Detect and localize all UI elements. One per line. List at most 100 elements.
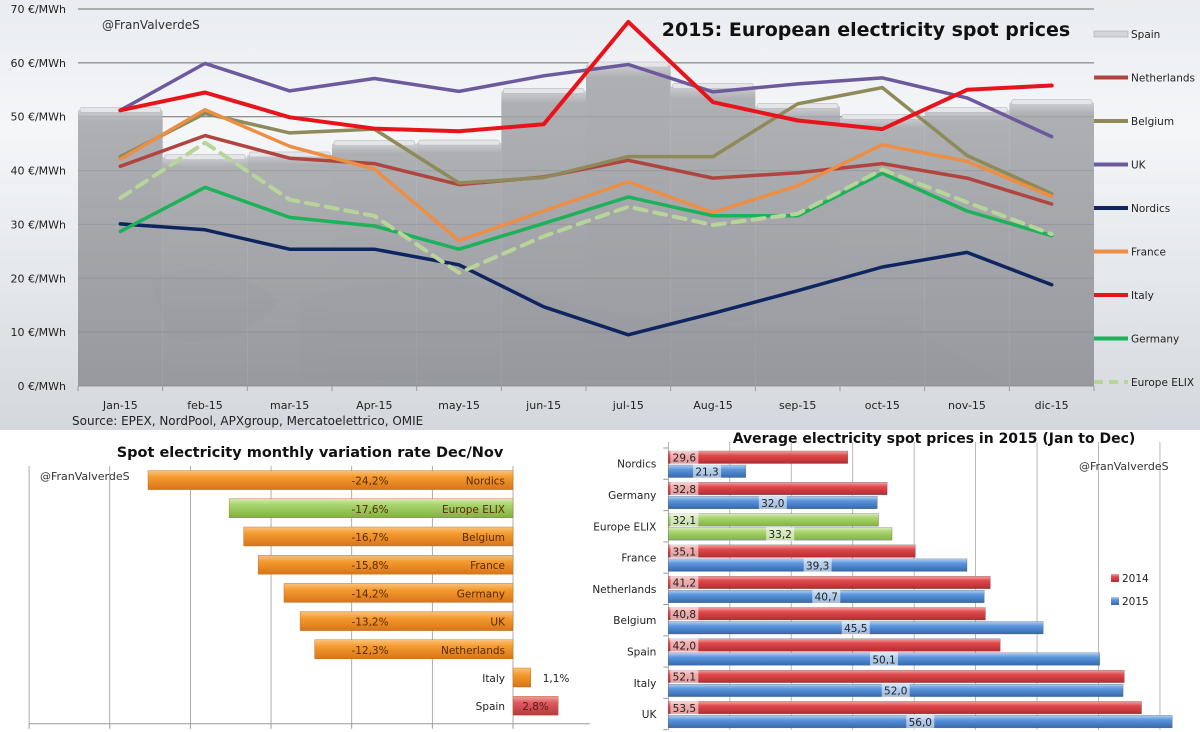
- average-value-label: 52,0: [884, 686, 907, 698]
- average-bar-2014-netherlands: [668, 576, 991, 589]
- legend-swatch-2015: [1111, 597, 1119, 605]
- legend-label-italy: Italy: [1131, 290, 1154, 302]
- average-value-label-bg: [670, 637, 699, 653]
- legend-label-europe-elix: Europe ELIX: [1131, 377, 1194, 389]
- average-value-label-bg: [870, 651, 899, 667]
- variation-bar-category-label: Spain: [476, 701, 505, 713]
- average-value-label-bg: [906, 714, 935, 729]
- x-tick-label: may-15: [438, 399, 480, 412]
- legend-label-2015: 2015: [1122, 596, 1149, 608]
- average-bar-2014-italy: [668, 669, 1125, 683]
- average-value-label-bg: [670, 700, 699, 715]
- x-tick-label: Aug-15: [693, 399, 732, 412]
- series-line-italy: [118, 19, 1054, 134]
- y-tick-label: 70 €/MWh: [10, 3, 66, 16]
- y-tick-label: 50 €/MWh: [10, 111, 66, 124]
- variation-bar-category-label: France: [470, 560, 505, 572]
- variation-watermark: @FranValverdeS: [40, 470, 130, 483]
- average-category-label: Belgium: [613, 615, 656, 627]
- spain-bar-cap: [333, 140, 415, 146]
- x-tick-label: Jan-15: [102, 399, 138, 412]
- variation-bar-category-label: Europe ELIX: [442, 504, 505, 516]
- average-value-label-bg: [670, 450, 699, 465]
- average-value-label-bg: [670, 575, 699, 590]
- legend-label-germany: Germany: [1131, 334, 1179, 346]
- variation-bar-value-label: -24,2%: [351, 476, 388, 488]
- variation-bar-europe-elix: [228, 498, 514, 519]
- average-value-label: 32,1: [673, 515, 696, 527]
- y-tick-label: 40 €/MWh: [10, 165, 66, 178]
- spain-area-bar: [162, 157, 248, 386]
- average-value-label-bg: [670, 669, 699, 684]
- average-value-label: 35,1: [673, 546, 696, 558]
- variation-bar-value-label: -14,2%: [351, 588, 388, 600]
- average-value-label-bg: [803, 557, 832, 573]
- average-watermark: @FranValverdeS: [1079, 460, 1169, 473]
- variation-bar-category-label: UK: [490, 617, 506, 629]
- average-category-label: Netherlands: [592, 584, 656, 596]
- variation-bar-value-label: -17,6%: [351, 504, 388, 516]
- average-category-label: Spain: [627, 646, 656, 658]
- average-value-label-bg: [758, 495, 787, 510]
- average-value-label: 56,0: [909, 717, 932, 729]
- spain-area-bar: [1009, 102, 1094, 386]
- series-line-germany: [118, 171, 1054, 251]
- average-category-label: Italy: [634, 678, 657, 690]
- variation-bar-value-label: 2,8%: [522, 701, 549, 713]
- y-tick-label: 60 €/MWh: [10, 57, 66, 70]
- variation-bar-category-label: Germany: [457, 588, 505, 600]
- y-tick-label: 10 €/MWh: [10, 326, 66, 339]
- average-value-label: 32,0: [761, 498, 784, 510]
- variation-chart-title: Spot electricity monthly variation rate …: [117, 445, 504, 461]
- variation-bar-uk: [299, 611, 514, 631]
- legend-label-uk: UK: [1131, 160, 1147, 172]
- variation-bar-germany: [283, 583, 514, 603]
- average-bar-2014-europe-elix: [668, 513, 879, 527]
- legend-label-netherlands: Netherlands: [1131, 73, 1195, 85]
- x-tick-label: nov-15: [948, 399, 986, 412]
- variation-bar-spain: [512, 696, 559, 716]
- spain-bar-cap: [1011, 99, 1093, 106]
- variation-bar-category-label: Nordics: [466, 476, 505, 488]
- average-value-label: 39,3: [806, 560, 829, 572]
- legend-label-spain: Spain: [1131, 29, 1160, 41]
- average-category-label: Germany: [608, 490, 656, 502]
- average-value-label: 33,2: [768, 529, 791, 541]
- series-line-belgium: [118, 85, 1054, 196]
- average-bar-2014-france: [668, 544, 916, 558]
- average-value-label-bg: [812, 589, 841, 604]
- average-value-label: 40,7: [815, 592, 838, 604]
- average-value-label: 41,2: [673, 578, 696, 590]
- spain-bar-cap: [503, 88, 585, 94]
- average-prices-bar-chart: Average electricity spot prices in 2015 …: [592, 431, 1173, 731]
- series-line-europe-elix: [118, 140, 1054, 275]
- x-tick-label: sep-15: [779, 399, 816, 412]
- variation-rate-bar-chart: Spot electricity monthly variation rate …: [28, 445, 590, 729]
- average-bar-2014-spain: [668, 638, 1001, 652]
- average-value-label-bg: [670, 481, 699, 496]
- x-tick-label: jun-15: [525, 399, 561, 412]
- legend-swatch-2014: [1111, 574, 1119, 582]
- average-value-label: 50,1: [872, 654, 895, 666]
- average-value-label-bg: [881, 683, 910, 698]
- variation-bar-value-label: 1,1%: [543, 673, 570, 685]
- average-category-label: France: [621, 553, 656, 565]
- variation-bar-netherlands: [314, 639, 514, 660]
- average-value-label-bg: [670, 543, 699, 559]
- average-category-label: Europe ELIX: [593, 521, 656, 533]
- average-value-label: 53,5: [673, 703, 696, 715]
- x-tick-label: oct-15: [865, 399, 900, 412]
- y-tick-label: 0 €/MWh: [17, 380, 66, 393]
- y-tick-label: 20 €/MWh: [10, 272, 66, 285]
- variation-bar-belgium: [243, 526, 514, 547]
- legend-label-2014: 2014: [1122, 573, 1149, 585]
- average-value-label-bg: [841, 620, 870, 635]
- variation-bar-value-label: -12,3%: [351, 645, 388, 657]
- legend-swatch-spain: [1093, 30, 1129, 38]
- average-value-label-bg: [670, 512, 699, 528]
- x-tick-label: mar-15: [270, 399, 309, 412]
- legend-label-france: France: [1131, 247, 1166, 259]
- spain-area-bar: [332, 143, 417, 386]
- variation-bar-nordics: [147, 470, 514, 490]
- average-chart-title: Average electricity spot prices in 2015 …: [733, 431, 1136, 447]
